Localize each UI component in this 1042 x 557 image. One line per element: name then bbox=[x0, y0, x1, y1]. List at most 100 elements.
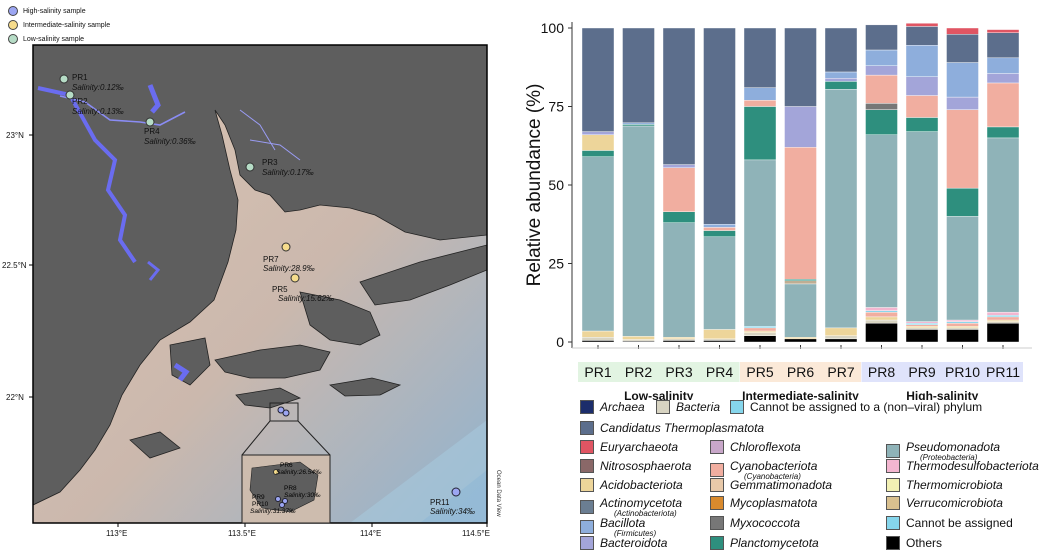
bar-segment-pr3-0 bbox=[662, 340, 696, 343]
bar-segment-pr8-4 bbox=[865, 310, 898, 313]
x-tick-pr9: PR9 bbox=[908, 364, 935, 380]
bar-segment-pr11-2 bbox=[986, 319, 1020, 322]
bar-segment-pr3-2 bbox=[662, 337, 696, 340]
bar-segment-pr8-12 bbox=[865, 65, 898, 76]
x-tick-114-5: 114.5°E bbox=[462, 529, 490, 538]
bar-segment-pr10-5 bbox=[946, 319, 979, 322]
y-tick-22: 22°N bbox=[6, 393, 24, 402]
x-tick-pr5: PR5 bbox=[746, 364, 773, 380]
legend-col2-4-text: Myxococcota bbox=[730, 516, 801, 530]
x-tick-pr6: PR6 bbox=[787, 364, 814, 380]
y-tick-75: 75 bbox=[548, 99, 564, 115]
bar-segment-pr10-3 bbox=[946, 322, 979, 327]
bar-segment-pr11-3 bbox=[986, 316, 1020, 321]
bar-segment-pr5-2 bbox=[743, 330, 777, 333]
legend-col2-2-swatch bbox=[710, 478, 724, 492]
bar-segment-pr8-10 bbox=[865, 74, 898, 104]
map-legend-low: Low-salinity sample bbox=[8, 34, 84, 44]
bar-segment-pr5-3 bbox=[743, 327, 777, 332]
y-tick-22-5: 22.5°N bbox=[2, 261, 27, 270]
bar-segment-pr3-10 bbox=[662, 167, 696, 212]
axes-group: Low-salinity Intermediate-salinity High-sa… bbox=[541, 20, 1032, 400]
site-pr2: PR2 Salinity:0.13‰ bbox=[65, 90, 124, 116]
svg-text:Salinity:0.13‰: Salinity:0.13‰ bbox=[72, 107, 124, 116]
legend-col2-1-swatch bbox=[710, 463, 724, 477]
bar-segment-pr5-10 bbox=[743, 100, 777, 107]
bar-segment-pr3-12 bbox=[662, 164, 696, 168]
intermediate-salinity-dot bbox=[8, 20, 18, 30]
bar-segment-pr8-13 bbox=[865, 49, 898, 66]
bar-segment-pr1-6 bbox=[581, 156, 615, 332]
legend-col2-0-swatch bbox=[710, 440, 724, 454]
legend-col3-5-text: Others bbox=[906, 536, 943, 550]
bar-segment-pr2-2 bbox=[622, 336, 655, 340]
bar-segment-pr7-8 bbox=[824, 81, 858, 90]
bar-segment-pr6-12 bbox=[784, 106, 817, 148]
bar-segment-pr9-3 bbox=[905, 324, 939, 327]
svg-text:PR6: PR6 bbox=[280, 462, 293, 469]
bar-segment-pr10-13 bbox=[946, 62, 979, 98]
bar-segment-pr7-2 bbox=[824, 327, 858, 336]
svg-text:Salinity:0.17‰: Salinity:0.17‰ bbox=[262, 168, 314, 177]
legend-col3-0-text: Pseudomonadota (Proteobacteria) bbox=[906, 440, 1001, 462]
legend-col3-4-text: Cannot be assigned bbox=[906, 516, 1013, 530]
legend-archaea: Archaea bbox=[580, 400, 645, 414]
bar-segment-pr7-6 bbox=[824, 89, 858, 329]
bar-segment-pr4-2 bbox=[703, 329, 736, 340]
bar-segment-pr8-14 bbox=[865, 24, 898, 51]
svg-text:Salinity:28.9‰: Salinity:28.9‰ bbox=[263, 264, 315, 273]
legend-col2-4: Myxococcota bbox=[710, 516, 800, 530]
bar-segment-pr7-14 bbox=[824, 27, 858, 73]
bar-segment-pr6-14 bbox=[784, 27, 817, 107]
bars-group bbox=[581, 23, 1020, 343]
bar-segment-pr9-6 bbox=[905, 131, 939, 322]
map-legend-low-label: Low-salinity sample bbox=[23, 35, 85, 43]
bar-segment-pr8-6 bbox=[865, 134, 898, 308]
bar-segment-pr9-10 bbox=[905, 95, 939, 118]
chart-panel: Low-salinity Intermediate-salinity High-sa… bbox=[510, 0, 1042, 557]
svg-text:PR7: PR7 bbox=[263, 255, 279, 264]
y-tick-0: 0 bbox=[556, 334, 564, 350]
bar-segment-pr8-0 bbox=[865, 322, 898, 343]
map-legend-intermediate: Intermediate-salinity sample bbox=[8, 20, 110, 30]
legend-col3-3-swatch bbox=[886, 496, 900, 510]
legend-col3-1-text: Thermodesulfobacteriota bbox=[906, 459, 1039, 473]
svg-text:PR4: PR4 bbox=[144, 127, 160, 136]
legend-col3-4-swatch bbox=[886, 516, 900, 530]
stacked-bar-chart: Low-salinity Intermediate-salinity High-sa… bbox=[524, 20, 1032, 400]
bar-segment-pr1-11 bbox=[581, 134, 615, 151]
bar-segment-pr5-0 bbox=[743, 335, 777, 343]
bar-segment-pr1-2 bbox=[581, 330, 615, 338]
legend-col1-0-swatch bbox=[580, 421, 594, 435]
bar-segment-pr4-1 bbox=[703, 338, 736, 341]
legend-col2-3-text: Mycoplasmatota bbox=[730, 496, 818, 510]
legend-col2-2-text: Gemmatimonadota bbox=[730, 478, 833, 492]
legend-col3-1: Thermodesulfobacteriota bbox=[886, 459, 1039, 473]
inset-map: PR6 Salinity:26.54‰ PR8 Salinity:30‰ PR9… bbox=[241, 454, 331, 524]
legend-col1-1-swatch bbox=[580, 440, 594, 454]
bar-segment-pr6-6 bbox=[784, 283, 817, 338]
group-band-0 bbox=[578, 362, 740, 382]
group-band-1 bbox=[740, 362, 861, 382]
bar-segment-pr4-10 bbox=[703, 227, 736, 231]
bar-segment-pr11-15 bbox=[986, 29, 1020, 33]
legend-col1-0: Candidatus Thermoplasmatota bbox=[580, 421, 764, 435]
y-axis-label: Relative abundance (%) bbox=[524, 84, 545, 287]
bar-segment-pr11-1 bbox=[986, 321, 1020, 324]
svg-text:PR11: PR11 bbox=[430, 498, 450, 507]
bar-segment-pr11-12 bbox=[986, 73, 1020, 84]
legend-col1-2-text: Nitrososphaerota bbox=[600, 459, 692, 473]
legend-col3-2-swatch bbox=[886, 478, 900, 492]
svg-text:Salinity:15.62‰: Salinity:15.62‰ bbox=[278, 294, 334, 303]
legend-col2-2: Gemmatimonadota bbox=[710, 478, 832, 492]
legend-col3-1-swatch bbox=[886, 459, 900, 473]
high-salinity-dot bbox=[8, 6, 18, 16]
bar-segment-pr1-0 bbox=[581, 340, 615, 343]
legend-col2-5-swatch bbox=[710, 536, 724, 550]
bar-segment-pr7-13 bbox=[824, 71, 858, 79]
legend-col2-0: Chloroflexota bbox=[710, 440, 801, 454]
legend-col1-5: Bacillota (Firmicutes) bbox=[580, 516, 656, 538]
legend-archaea-text: Archaea bbox=[600, 400, 645, 414]
bar-segment-pr9-5 bbox=[905, 321, 939, 324]
bar-segment-pr4-8 bbox=[703, 230, 736, 238]
